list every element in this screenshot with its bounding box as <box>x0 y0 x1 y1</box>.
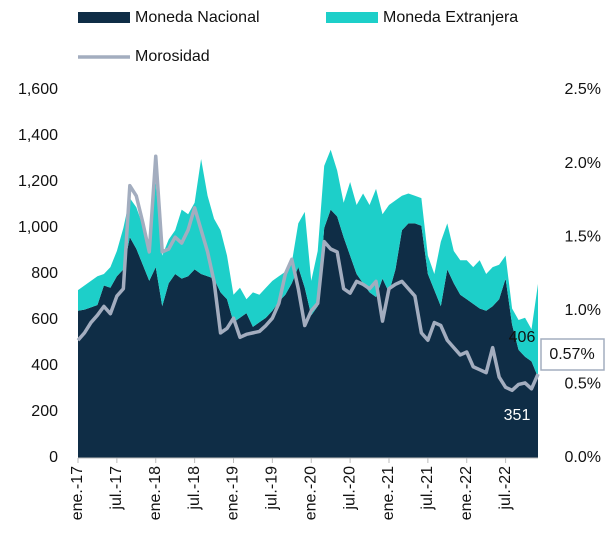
x-tick-label: ene.-18 <box>147 466 164 520</box>
legend-swatch <box>78 12 130 23</box>
annotation: 351 <box>504 407 531 424</box>
y-tick-label: 1,600 <box>18 81 58 98</box>
x-tick-label: jul.-18 <box>186 466 203 511</box>
y-tick-label: 0 <box>49 449 58 466</box>
x-tick-label: ene.-20 <box>302 466 319 520</box>
y2-tick-label: 1.0% <box>565 302 601 319</box>
area <box>78 149 538 378</box>
legend-swatch <box>326 12 378 23</box>
y-tick-label: 1,400 <box>18 127 58 144</box>
annotation: 0.57% <box>549 346 594 363</box>
legend-label: Moneda Nacional <box>135 9 260 26</box>
y-tick-label: 1,000 <box>18 219 58 236</box>
x-tick-label: jul.-17 <box>108 466 125 511</box>
legend-label: Morosidad <box>135 48 210 65</box>
x-tick-label: jul.-22 <box>497 466 514 511</box>
x-tick-label: ene.-22 <box>458 466 475 520</box>
y2-tick-label: 0.0% <box>565 449 601 466</box>
x-tick-label: jul.-21 <box>419 466 436 511</box>
x-tick-label: ene.-21 <box>380 466 397 520</box>
y2-tick-label: 2.0% <box>565 155 601 172</box>
legend-label: Moneda Extranjera <box>383 9 518 26</box>
x-tick-label: jul.-19 <box>264 466 281 511</box>
y-tick-label: 1,200 <box>18 173 58 190</box>
y-tick-label: 800 <box>31 265 58 282</box>
annotation-box <box>540 338 605 371</box>
area <box>78 209 538 458</box>
y2-tick-label: 2.5% <box>565 81 601 98</box>
x-tick-label: ene.-19 <box>225 466 242 520</box>
line <box>76 154 540 393</box>
x-tick-label: jul.-20 <box>341 466 358 511</box>
x-tick-label: ene.-17 <box>69 466 86 520</box>
y-tick-label: 200 <box>31 403 58 420</box>
annotation: 406 <box>509 329 536 346</box>
y2-tick-label: 1.5% <box>565 228 601 245</box>
y-tick-label: 400 <box>31 357 58 374</box>
y-tick-label: 600 <box>31 311 58 328</box>
y2-tick-label: 0.5% <box>565 376 601 393</box>
